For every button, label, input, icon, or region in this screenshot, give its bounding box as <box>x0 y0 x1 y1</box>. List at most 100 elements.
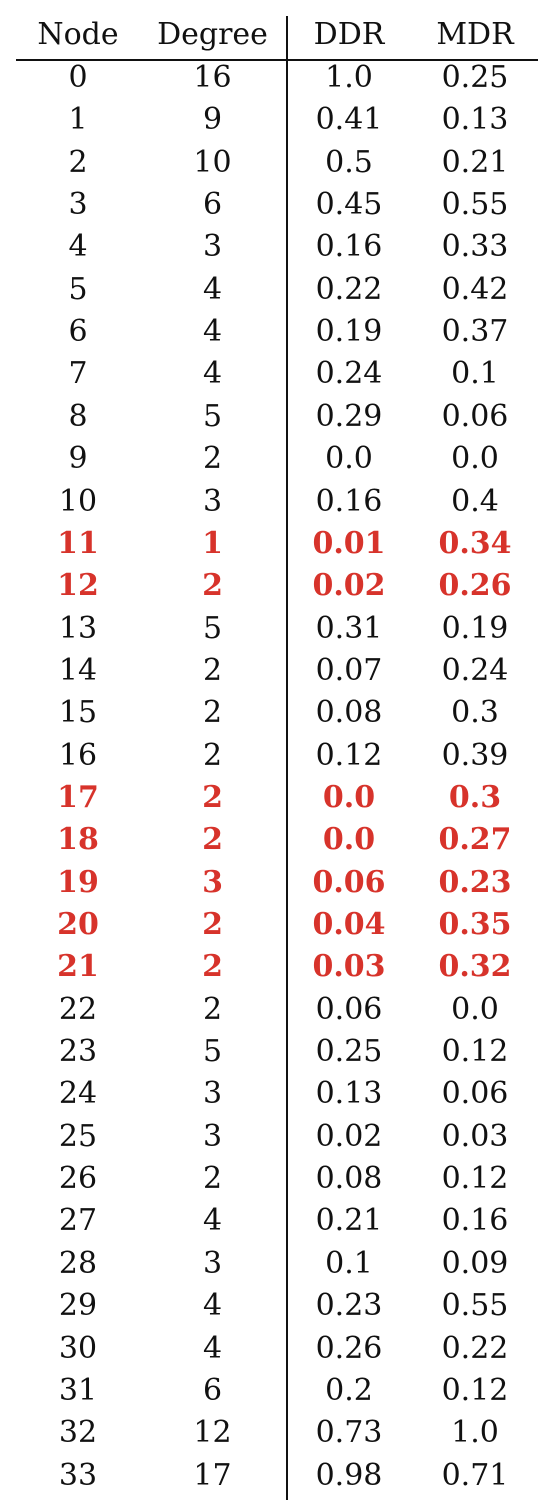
table-row: 22 2 0.06 0.0 <box>0 989 552 1031</box>
table-row: 11 1 0.01 0.34 <box>0 523 552 565</box>
cell-degree: 2 <box>202 907 223 942</box>
cell-degree: 17 <box>193 1457 232 1493</box>
table-row: 32 12 0.73 1.0 <box>0 1412 552 1454</box>
cell-ddr: 0.1 <box>325 1245 373 1281</box>
cell-degree: 5 <box>202 398 223 434</box>
cell-node: 24 <box>58 1076 98 1112</box>
cell-node: 6 <box>68 314 88 350</box>
cell-degree: 2 <box>202 822 223 858</box>
cell-degree: 3 <box>202 1118 223 1154</box>
cell-ddr: 0.16 <box>315 483 383 519</box>
cell-node: 12 <box>57 568 99 604</box>
table-row: 10 3 0.16 0.4 <box>0 481 552 523</box>
cell-degree: 4 <box>202 1288 223 1324</box>
cell-mdr: 0.33 <box>441 229 509 265</box>
cell-mdr: 0.37 <box>441 314 509 350</box>
cell-mdr: 0.09 <box>441 1245 509 1281</box>
cell-degree: 3 <box>202 1076 223 1112</box>
cell-mdr: 0.26 <box>438 568 512 604</box>
cell-degree: 2 <box>202 949 223 985</box>
table-row: 13 5 0.31 0.19 <box>0 608 552 650</box>
cell-degree: 2 <box>202 695 223 731</box>
table-row: 0 16 1.0 0.25 <box>0 57 552 99</box>
cell-mdr: 0.22 <box>441 1330 509 1366</box>
cell-degree: 5 <box>202 1034 223 1070</box>
cell-mdr: 0.3 <box>451 695 499 731</box>
cell-mdr: 0.24 <box>441 652 509 688</box>
cell-mdr: 0.06 <box>441 398 509 434</box>
cell-degree: 16 <box>193 60 232 95</box>
table-row: 9 2 0.0 0.0 <box>0 438 552 480</box>
cell-ddr: 0.98 <box>315 1457 383 1493</box>
cell-mdr: 0.55 <box>441 1288 509 1324</box>
cell-node: 5 <box>68 271 88 307</box>
header-degree: Degree <box>157 17 268 52</box>
table-row: 26 2 0.08 0.12 <box>0 1158 552 1200</box>
cell-node: 17 <box>57 779 99 815</box>
cell-mdr: 0.06 <box>441 1076 509 1112</box>
column-separator-rule <box>286 16 288 1500</box>
cell-degree: 2 <box>202 652 223 688</box>
header-node: Node <box>37 17 119 52</box>
cell-node: 23 <box>58 1034 98 1070</box>
cell-mdr: 0.12 <box>441 1372 509 1408</box>
cell-ddr: 0.25 <box>315 1034 383 1070</box>
cell-mdr: 0.39 <box>441 737 509 773</box>
cell-degree: 4 <box>202 314 223 350</box>
cell-node: 33 <box>58 1457 98 1493</box>
cell-mdr: 0.1 <box>451 356 499 392</box>
table-row: 4 3 0.16 0.33 <box>0 226 552 268</box>
cell-mdr: 0.71 <box>441 1457 509 1493</box>
table-row: 25 3 0.02 0.03 <box>0 1116 552 1158</box>
cell-ddr: 0.03 <box>312 949 386 985</box>
cell-ddr: 0.2 <box>325 1372 373 1408</box>
cell-degree: 9 <box>202 102 223 138</box>
table-row: 20 2 0.04 0.35 <box>0 904 552 946</box>
table-row: 6 4 0.19 0.37 <box>0 311 552 353</box>
cell-mdr: 0.0 <box>451 991 499 1027</box>
header-row: Node Degree DDR MDR <box>0 14 552 56</box>
cell-node: 18 <box>57 822 99 858</box>
table-row: 14 2 0.07 0.24 <box>0 650 552 692</box>
cell-degree: 5 <box>202 610 223 646</box>
cell-ddr: 0.26 <box>315 1330 383 1366</box>
cell-ddr: 0.01 <box>312 525 386 561</box>
cell-degree: 4 <box>202 271 223 307</box>
cell-ddr: 0.08 <box>315 695 383 731</box>
cell-node: 30 <box>58 1330 98 1366</box>
cell-node: 26 <box>58 1161 98 1197</box>
cell-mdr: 0.12 <box>441 1161 509 1197</box>
cell-ddr: 0.06 <box>312 864 386 900</box>
cell-node: 7 <box>68 356 88 392</box>
cell-ddr: 0.0 <box>322 822 376 858</box>
cell-degree: 6 <box>202 187 223 223</box>
cell-ddr: 0.31 <box>315 610 383 646</box>
cell-degree: 4 <box>202 1203 223 1239</box>
table-row: 27 4 0.21 0.16 <box>0 1200 552 1242</box>
cell-ddr: 0.73 <box>315 1415 383 1451</box>
cell-mdr: 0.4 <box>451 483 499 519</box>
table-row: 7 4 0.24 0.1 <box>0 353 552 395</box>
cell-ddr: 0.19 <box>315 314 383 350</box>
cell-ddr: 0.08 <box>315 1161 383 1197</box>
table-row: 8 5 0.29 0.06 <box>0 396 552 438</box>
table-row: 16 2 0.12 0.39 <box>0 735 552 777</box>
cell-ddr: 0.41 <box>315 102 383 138</box>
cell-ddr: 0.0 <box>325 441 373 477</box>
cell-ddr: 0.23 <box>315 1288 383 1324</box>
cell-degree: 3 <box>202 1245 223 1281</box>
cell-node: 13 <box>58 610 98 646</box>
cell-ddr: 0.22 <box>315 271 383 307</box>
cell-ddr: 0.21 <box>315 1203 383 1239</box>
cell-node: 20 <box>57 907 99 942</box>
cell-degree: 10 <box>193 144 232 180</box>
cell-node: 8 <box>68 398 88 434</box>
cell-ddr: 0.16 <box>315 229 383 265</box>
cell-ddr: 0.0 <box>322 779 376 815</box>
cell-ddr: 0.04 <box>312 907 386 942</box>
cell-degree: 2 <box>202 1161 223 1197</box>
cell-mdr: 0.34 <box>438 525 512 561</box>
cell-degree: 4 <box>202 356 223 392</box>
cell-degree: 2 <box>202 568 223 604</box>
cell-ddr: 0.13 <box>315 1076 383 1112</box>
